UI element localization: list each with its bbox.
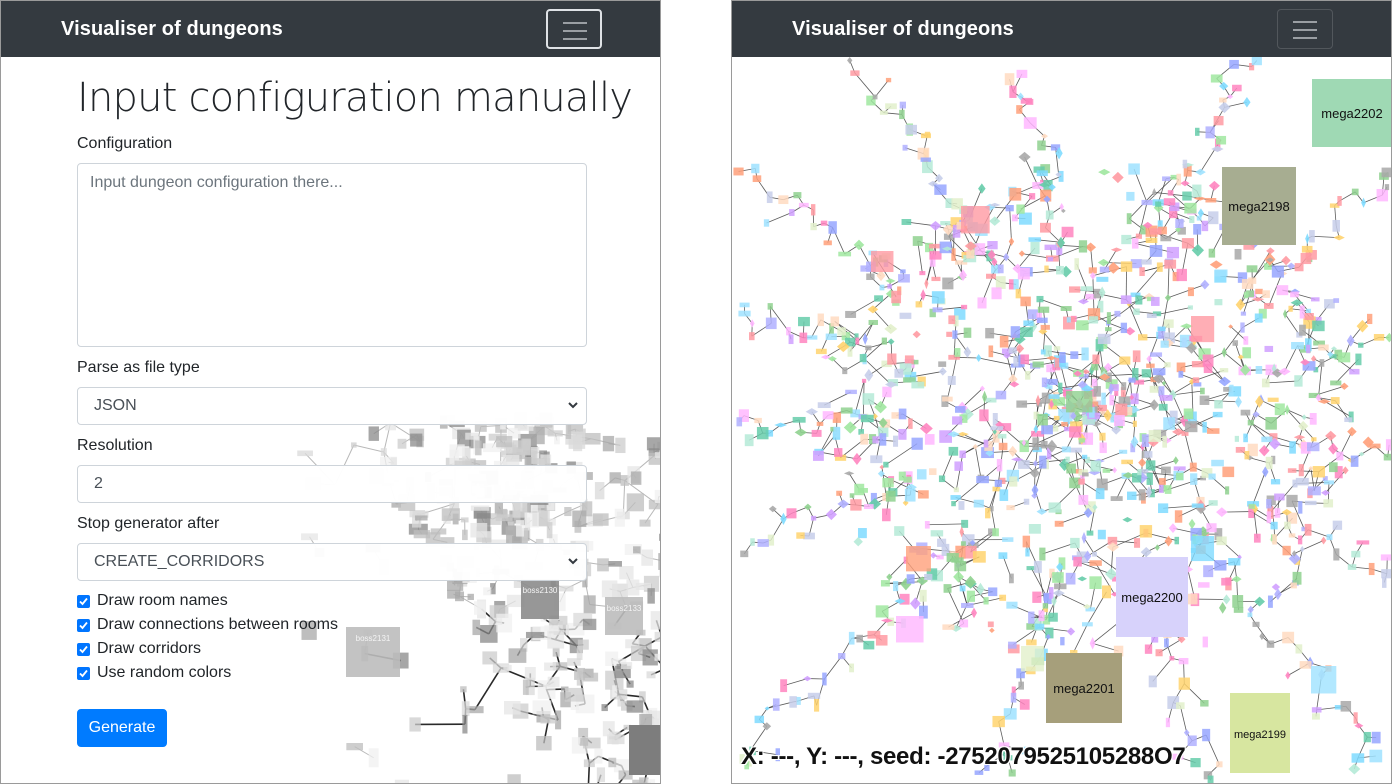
- room-label: mega2201: [1053, 681, 1114, 696]
- navbar-brand[interactable]: Visualiser of dungeons: [792, 18, 1014, 40]
- checkbox-label: Draw corridors: [97, 640, 202, 657]
- room-label: mega2199: [1234, 729, 1286, 741]
- page-title: Input configuration manually: [77, 75, 633, 121]
- hamburger-icon-line: [1293, 37, 1317, 39]
- mega-room: [1222, 167, 1296, 245]
- navbar-toggler-button[interactable]: [1277, 9, 1333, 49]
- stop-generator-label: Stop generator after: [77, 515, 220, 532]
- hamburger-icon-line: [563, 38, 587, 40]
- stop-generator-select[interactable]: CREATE_CORRIDORS: [77, 543, 587, 581]
- checkbox-checked-icon[interactable]: [77, 618, 90, 632]
- configuration-textarea[interactable]: [77, 163, 587, 347]
- filetype-label: Parse as file type: [77, 359, 200, 376]
- filetype-select[interactable]: JSON: [77, 387, 587, 425]
- mega-room: [1312, 79, 1391, 147]
- chevron-down-icon: [568, 402, 578, 409]
- checkbox-checked-icon[interactable]: [77, 642, 90, 656]
- room-label: mega2200: [1121, 590, 1182, 605]
- mega-rooms: mega2202 mega2198 mega2200 mega2201 mega2199: [1046, 79, 1391, 773]
- checkbox-label: Use random colors: [97, 664, 232, 681]
- boss-room: [605, 597, 643, 635]
- generate-button[interactable]: Generate: [77, 709, 167, 747]
- checkbox-random-colors[interactable]: Use random colors: [77, 663, 231, 683]
- mega-room: [1046, 653, 1122, 723]
- room-label: mega2202: [1321, 106, 1382, 121]
- hamburger-icon: [1293, 21, 1317, 23]
- checkbox-checked-icon[interactable]: [77, 666, 90, 680]
- stop-generator-select-value: CREATE_CORRIDORS: [94, 553, 265, 570]
- checkbox-label: Draw room names: [97, 592, 228, 609]
- hamburger-icon-line: [563, 30, 587, 32]
- coordinates-status: X: ---, Y: ---, seed: -2752079525105288O…: [741, 743, 1186, 770]
- checkbox-label: Draw connections between rooms: [97, 616, 339, 633]
- boss-room: [629, 725, 660, 775]
- dungeon-canvas[interactable]: mega2202 mega2198 mega2200 mega2201 mega2199: [732, 57, 1392, 784]
- navbar: Visualiser of dungeons: [1, 1, 660, 57]
- boss-room-label: boss2130: [523, 586, 558, 595]
- boss-room: [521, 579, 559, 619]
- hamburger-icon: [563, 22, 587, 24]
- resolution-input-value: 2: [94, 475, 103, 492]
- mega-room: [1230, 693, 1290, 773]
- checkbox-draw-corridors[interactable]: Draw corridors: [77, 639, 201, 659]
- checkbox-draw-room-names[interactable]: Draw room names: [77, 591, 228, 611]
- dungeon-rooms: [733, 57, 1391, 783]
- room-label: mega2198: [1228, 199, 1289, 214]
- resolution-label: Resolution: [77, 437, 153, 454]
- mega-room: [1116, 557, 1188, 637]
- boss-room-label: boss2131: [356, 634, 391, 643]
- config-panel: boss2130 boss2131 boss2133 Visualiser of d…: [0, 0, 661, 784]
- navbar: Visualiser of dungeons: [732, 1, 1391, 57]
- checkbox-draw-connections[interactable]: Draw connections between rooms: [77, 615, 338, 635]
- navbar-brand[interactable]: Visualiser of dungeons: [61, 18, 283, 40]
- navbar-toggler-button[interactable]: [546, 9, 602, 49]
- filetype-select-value: JSON: [94, 397, 137, 414]
- resolution-input[interactable]: 2: [77, 465, 587, 503]
- chevron-down-icon: [568, 558, 578, 565]
- boss-room-label: boss2133: [607, 604, 642, 613]
- checkbox-checked-icon[interactable]: [77, 594, 90, 608]
- visualisation-panel: Visualiser of dungeons mega2202 mega2198 m…: [731, 0, 1392, 784]
- configuration-label: Configuration: [77, 135, 173, 152]
- boss-room: [346, 627, 400, 677]
- hamburger-icon-line: [1293, 29, 1317, 31]
- background-rooms: boss2130 boss2131 boss2133: [297, 410, 660, 783]
